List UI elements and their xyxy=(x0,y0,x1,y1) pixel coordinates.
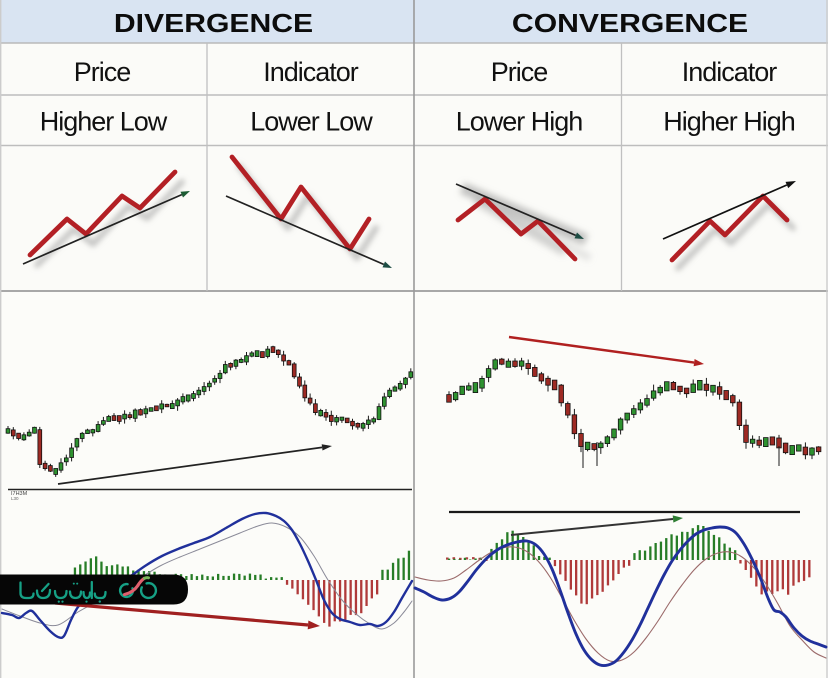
svg-text:Indicator: Indicator xyxy=(682,57,778,87)
svg-text:Higher High: Higher High xyxy=(663,107,795,137)
svg-text:L30: L30 xyxy=(11,496,19,501)
svg-text:Indicator: Indicator xyxy=(263,57,359,87)
svg-text:CONVERGENCE: CONVERGENCE xyxy=(512,9,748,38)
svg-text:DIVERGENCE: DIVERGENCE xyxy=(114,9,313,38)
svg-text:Lower Low: Lower Low xyxy=(250,107,373,137)
svg-text:Lower High: Lower High xyxy=(456,107,583,137)
svg-text:I7H3M: I7H3M xyxy=(11,491,28,497)
svg-text:Price: Price xyxy=(491,57,548,87)
svg-text:Higher Low: Higher Low xyxy=(40,107,168,137)
svg-text:Price: Price xyxy=(74,57,131,87)
